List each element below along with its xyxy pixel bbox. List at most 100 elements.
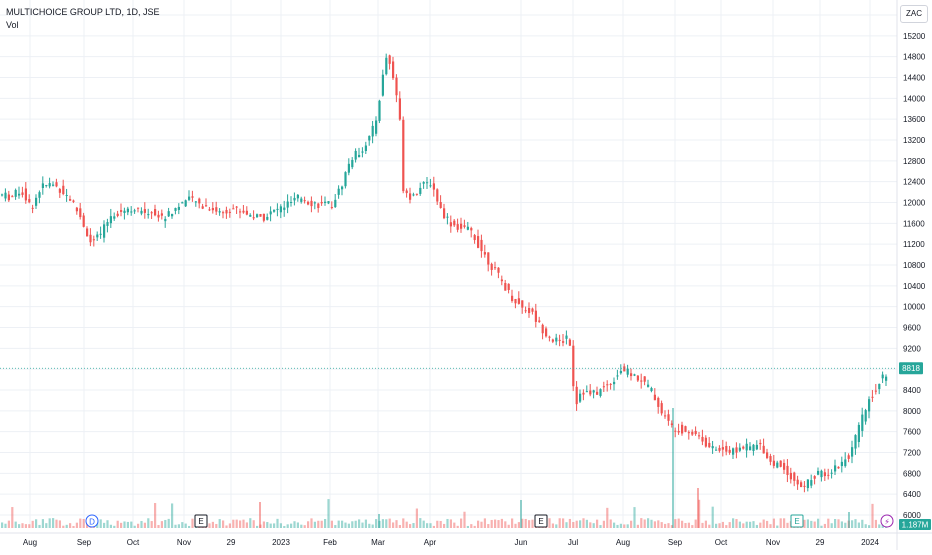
candle-body bbox=[449, 222, 452, 227]
candle-body bbox=[647, 384, 650, 387]
candle-body bbox=[568, 339, 571, 346]
chart-legend[interactable]: MULTICHOICE GROUP LTD, 1D, JSE Vol bbox=[6, 6, 160, 32]
candle-body bbox=[613, 381, 616, 385]
event-marker-earnings[interactable]: E bbox=[194, 514, 208, 528]
volume-bar bbox=[670, 525, 673, 528]
candle-body bbox=[293, 197, 296, 201]
candle-body bbox=[252, 217, 255, 219]
candle-body bbox=[120, 210, 123, 212]
candle-body bbox=[205, 205, 208, 207]
event-label: E bbox=[198, 517, 203, 526]
event-marker-split[interactable]: ⚡ bbox=[880, 514, 894, 528]
price-tick-label: 9200 bbox=[903, 344, 921, 353]
volume-bar bbox=[436, 520, 439, 528]
volume-bar bbox=[11, 507, 14, 528]
last-price-label: 8818 bbox=[902, 364, 920, 373]
candle-body bbox=[861, 414, 864, 431]
volume-bar bbox=[694, 519, 697, 528]
candle-body bbox=[691, 431, 694, 435]
candle-body bbox=[786, 465, 789, 475]
candle-body bbox=[208, 209, 211, 211]
event-marker-earnings[interactable]: E bbox=[790, 514, 804, 528]
candle-body bbox=[154, 209, 157, 216]
candle-body bbox=[708, 442, 711, 448]
volume-bar bbox=[738, 521, 741, 528]
candle-body bbox=[694, 430, 697, 435]
price-tick-label: 11200 bbox=[903, 240, 925, 249]
volume-bar bbox=[704, 520, 707, 528]
candle-body bbox=[857, 424, 860, 443]
event-markers: D E E E ⚡ bbox=[85, 514, 894, 528]
symbol-title[interactable]: MULTICHOICE GROUP LTD, 1D, JSE bbox=[6, 7, 160, 17]
volume-bar bbox=[82, 518, 85, 528]
candle-body bbox=[735, 447, 738, 453]
volume-bar bbox=[752, 521, 755, 528]
candle-body bbox=[235, 206, 238, 208]
volume-bar bbox=[772, 518, 775, 528]
volume-bar bbox=[878, 524, 881, 528]
candle-body bbox=[86, 228, 89, 237]
volume-bar bbox=[167, 518, 170, 528]
candle-body bbox=[75, 207, 78, 212]
volume-bar bbox=[402, 518, 405, 528]
candle-body bbox=[429, 185, 432, 187]
candle-body bbox=[596, 391, 599, 395]
candle-body bbox=[249, 214, 252, 217]
volume-bar bbox=[58, 520, 61, 528]
candle-body bbox=[317, 203, 320, 208]
time-axis[interactable]: Aug Sep Oct Nov 29 2023 Feb Mar Apr Jun Jul Aug Sep O… bbox=[0, 532, 932, 547]
candle-body bbox=[143, 209, 146, 213]
candle-body bbox=[456, 224, 459, 230]
price-axis[interactable]: 6000640068007200760080008400880092009600… bbox=[896, 0, 926, 550]
volume-bar bbox=[820, 525, 823, 528]
volume-bar bbox=[72, 525, 75, 528]
volume-bar bbox=[412, 523, 415, 528]
candle-body bbox=[810, 480, 813, 486]
candle-body bbox=[361, 151, 364, 153]
volume-bar bbox=[582, 518, 585, 528]
volume-bar bbox=[776, 525, 779, 528]
candle-body bbox=[772, 460, 775, 466]
candle-body bbox=[130, 211, 133, 213]
currency-button[interactable]: ZAC bbox=[900, 5, 928, 23]
candle-body bbox=[521, 300, 524, 308]
volume-bar bbox=[650, 519, 653, 528]
candle-body bbox=[79, 208, 82, 218]
candle-body bbox=[524, 310, 527, 312]
candle-body bbox=[738, 447, 741, 451]
volume-bar bbox=[602, 520, 605, 528]
price-tick-label: 14400 bbox=[903, 74, 926, 83]
candle-body bbox=[619, 370, 622, 374]
candle-body bbox=[266, 216, 269, 220]
candle-body bbox=[354, 150, 357, 160]
volume-label[interactable]: Vol bbox=[6, 20, 19, 30]
volume-bar bbox=[827, 518, 830, 528]
volume-bar bbox=[398, 525, 401, 528]
event-marker-earnings[interactable]: E bbox=[534, 514, 548, 528]
candle-body bbox=[592, 390, 595, 393]
candle-body bbox=[4, 192, 7, 199]
candle-body bbox=[409, 193, 412, 200]
volume-bar bbox=[647, 518, 650, 528]
candle-body bbox=[534, 310, 537, 322]
volume-bar bbox=[565, 522, 568, 528]
volume-bar bbox=[718, 523, 721, 528]
candle-body bbox=[45, 185, 48, 187]
volume-bar bbox=[273, 523, 276, 528]
volume-bar bbox=[783, 518, 786, 528]
volume-bar bbox=[507, 524, 510, 528]
price-tick-label: 6400 bbox=[903, 490, 921, 499]
candle-body bbox=[381, 74, 384, 96]
volume-bar bbox=[755, 524, 758, 528]
candle-body bbox=[504, 283, 507, 291]
event-marker-dividend[interactable]: D bbox=[85, 514, 99, 528]
volume-bar bbox=[296, 522, 299, 528]
candle-body bbox=[483, 252, 486, 255]
volume-bar bbox=[235, 519, 238, 528]
volume-bar bbox=[551, 523, 554, 528]
candle-body bbox=[347, 163, 350, 173]
candle-body bbox=[351, 159, 354, 168]
volume-bar bbox=[395, 520, 398, 528]
